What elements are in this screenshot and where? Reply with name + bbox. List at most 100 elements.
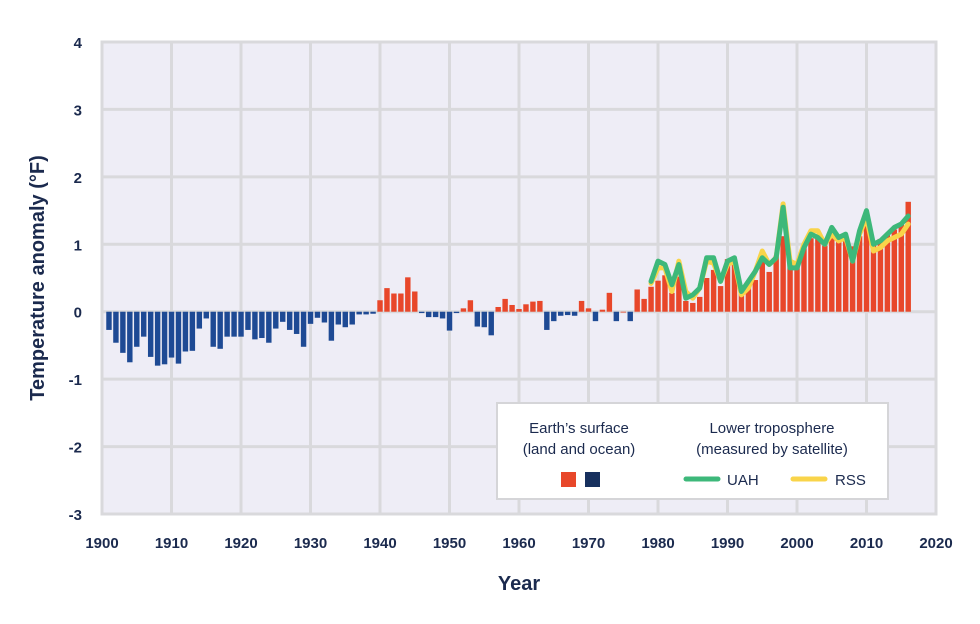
surface-bar-1993 [745,284,752,312]
surface-bar-1970 [585,308,592,312]
legend-surface-title-1: Earth’s surface [529,420,629,437]
surface-bar-2016 [905,201,911,312]
surface-bar-2011 [870,242,877,312]
surface-bar-1954 [474,311,481,327]
surface-bar-1988 [710,269,717,312]
legend-swatch-negative [585,472,600,487]
surface-bar-1953 [467,300,474,312]
surface-bar-2014 [891,229,898,312]
x-tick-label: 1900 [85,535,118,552]
surface-bar-1909 [161,311,168,365]
legend-swatch-positive [561,472,576,487]
surface-bar-1939 [370,311,376,314]
x-axis-title: Year [498,573,540,595]
surface-bars [106,201,911,366]
x-tick-label: 1910 [155,535,188,552]
x-tick-label: 1930 [294,535,327,552]
surface-bar-1934 [335,311,342,325]
x-tick-label: 1980 [641,535,674,552]
surface-bar-1963 [537,300,543,312]
y-tick-label: 3 [74,102,82,119]
x-axis-ticks: 1900 1910 1920 1930 1940 1950 1960 1970 1980 1990… [85,535,952,552]
surface-bar-1966 [558,311,564,316]
surface-bar-2015 [898,222,904,312]
surface-bar-1938 [363,311,369,315]
surface-bar-1928 [293,311,300,334]
legend-surface-title-2: (land and ocean) [523,441,636,458]
surface-bar-1919 [231,311,237,337]
y-tick-label: 1 [74,237,82,254]
surface-bar-1961 [523,304,529,312]
surface-bar-1907 [147,311,154,357]
x-tick-label: 1960 [502,535,535,552]
surface-bar-1908 [154,311,161,366]
y-tick-label: -2 [69,440,82,457]
surface-bar-1979 [648,286,654,312]
legend-rss-label: RSS [835,472,866,489]
surface-bar-1929 [300,311,307,347]
surface-bar-1910 [168,311,175,358]
x-tick-label: 1950 [433,535,466,552]
surface-bar-1982 [669,292,675,312]
surface-bar-1978 [641,298,647,312]
surface-bar-1902 [113,311,119,343]
surface-bar-1990 [724,259,731,312]
y-tick-label: 2 [74,170,82,187]
legend: Earth’s surface (land and ocean) Lower t… [496,402,889,500]
surface-bar-1949 [439,311,446,319]
surface-bar-2010 [863,224,870,312]
y-axis-ticks: 4 3 2 1 0 -1 -2 -3 [69,35,83,524]
legend-satellite-title-2: (measured by satellite) [696,441,848,458]
surface-bar-1967 [564,311,571,316]
surface-bar-1987 [703,278,710,312]
surface-bar-1924 [266,311,272,343]
surface-bar-1976 [627,311,633,322]
surface-bar-1951 [453,311,460,314]
surface-bar-1964 [544,311,550,330]
surface-bar-1996 [766,271,772,312]
surface-bar-1943 [398,293,404,312]
surface-bar-1957 [495,306,501,312]
surface-bar-1948 [432,311,439,318]
surface-bar-1927 [286,311,293,330]
surface-bar-1914 [196,311,203,329]
surface-bar-1975 [620,311,626,313]
surface-bar-1997 [773,255,779,312]
surface-bar-1901 [106,311,112,330]
surface-bar-1965 [551,311,557,322]
surface-bar-1977 [634,289,640,312]
surface-bar-2007 [842,237,849,312]
surface-bar-1905 [134,311,140,347]
surface-bar-1962 [530,301,536,312]
surface-bar-1958 [502,298,508,312]
surface-bar-1913 [189,311,196,351]
surface-bar-1937 [356,311,362,315]
surface-bar-1974 [613,311,620,322]
surface-bar-2000 [794,263,800,312]
surface-bar-1955 [481,311,487,328]
surface-bar-1946 [419,311,425,314]
surface-bar-1920 [238,311,244,337]
surface-bar-1981 [662,275,668,312]
surface-bar-1923 [259,311,265,339]
surface-bar-1972 [599,309,606,312]
surface-bar-1940 [377,300,383,312]
satellite-lines [648,201,911,301]
surface-bar-1906 [141,311,147,337]
surface-bar-2005 [829,230,835,312]
legend-satellite-title-1: Lower troposphere [709,420,834,437]
surface-bar-1944 [405,277,411,312]
legend-uah-label: UAH [727,472,759,489]
surface-bar-2003 [815,237,821,312]
surface-bar-1922 [252,311,258,340]
surface-bar-1991 [731,264,738,312]
surface-bar-1992 [738,286,745,312]
surface-bar-1995 [759,261,765,312]
surface-bar-1952 [460,308,467,312]
surface-bar-1916 [210,311,216,347]
surface-bar-2002 [808,238,814,312]
surface-bar-2013 [884,233,891,312]
surface-bar-1950 [446,311,453,331]
surface-bar-2012 [877,238,884,312]
surface-bar-1968 [571,311,578,316]
